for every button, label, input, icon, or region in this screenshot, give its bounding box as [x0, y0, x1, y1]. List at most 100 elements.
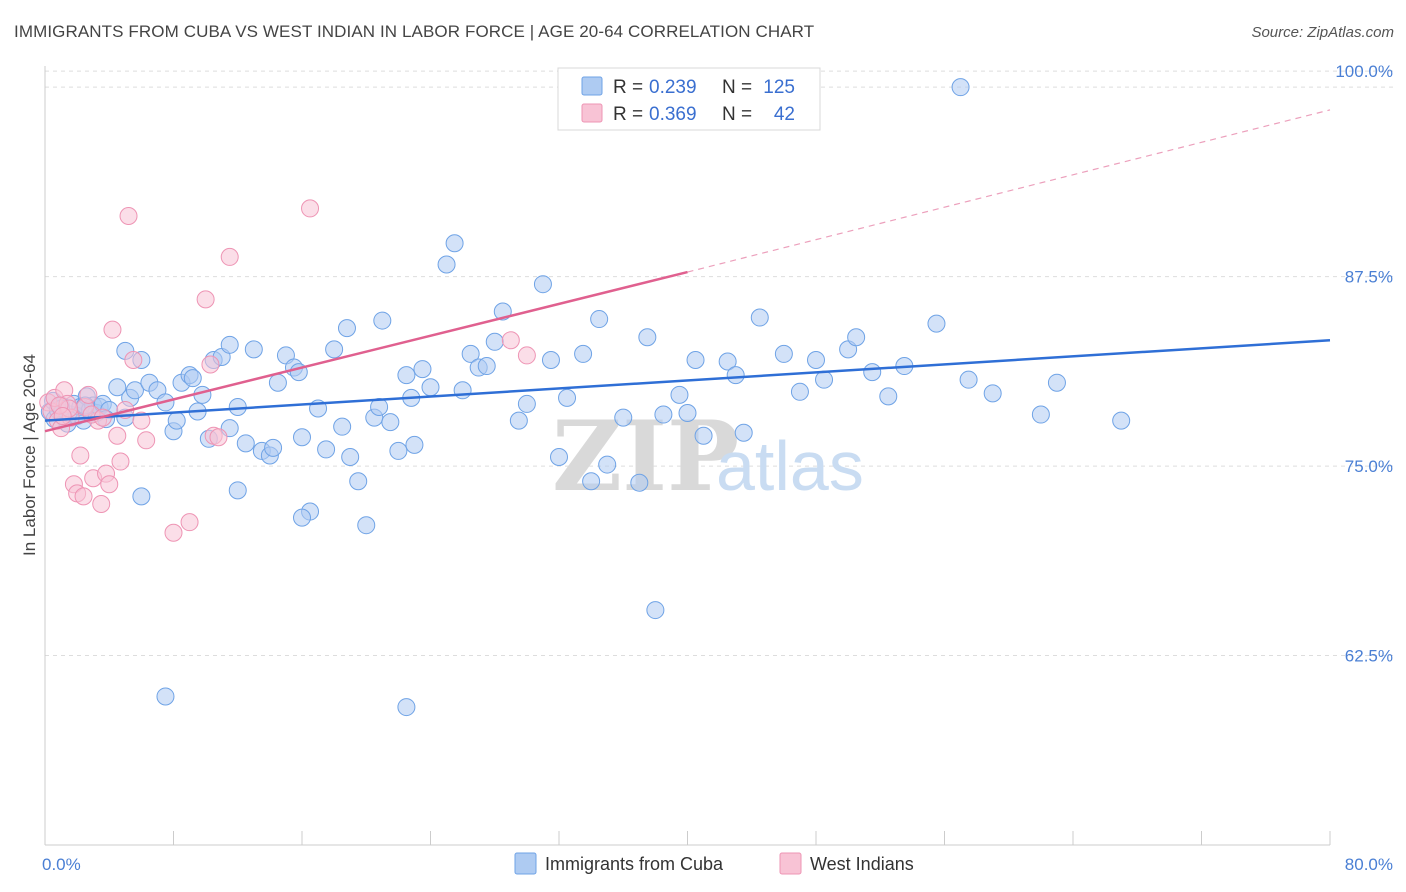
trend-line-west-indians [44, 270, 688, 433]
bottom-legend-swatch-west-indians [779, 852, 802, 875]
point-west-indians-31 [220, 247, 239, 266]
y-tick-labels: 62.5% 75.0% 87.5% 100.0% [1335, 62, 1393, 665]
point-cuba-99 [847, 328, 866, 347]
point-cuba-74 [533, 275, 552, 294]
point-cuba-88 [686, 350, 705, 369]
point-cuba-106 [1031, 405, 1050, 424]
point-west-indians-24 [132, 411, 151, 430]
bottom-legend-label-cuba: Immigrants from Cuba [545, 854, 724, 874]
point-west-indians-23 [124, 350, 143, 369]
data-points [39, 78, 1131, 717]
watermark-zip: ZIP [552, 400, 739, 513]
legend-r-value-west-indians: 0.369 [649, 104, 697, 125]
point-cuba-103 [927, 314, 946, 333]
point-west-indians-17 [100, 475, 119, 494]
point-cuba-58 [381, 413, 400, 432]
point-cuba-84 [646, 601, 665, 620]
trend-lines [44, 109, 1331, 433]
point-cuba-72 [509, 411, 528, 430]
point-west-indians-38 [53, 407, 72, 426]
legend-n-label-west-indians: N = [722, 104, 752, 125]
point-west-indians-10 [71, 446, 90, 465]
point-cuba-123 [370, 397, 389, 416]
point-cuba-19 [108, 378, 127, 397]
point-cuba-121 [167, 411, 186, 430]
point-cuba-105 [983, 384, 1002, 403]
point-cuba-55 [357, 516, 376, 535]
legend-swatch-west-indians [581, 103, 603, 123]
point-cuba-67 [461, 344, 480, 363]
legend-n-value-west-indians: 42 [774, 104, 795, 125]
point-cuba-122 [264, 438, 283, 457]
point-cuba-79 [582, 472, 601, 491]
point-cuba-76 [550, 447, 568, 466]
point-west-indians-19 [108, 426, 127, 445]
point-cuba-115 [630, 473, 649, 492]
point-cuba-112 [228, 481, 247, 500]
point-cuba-50 [325, 340, 344, 359]
point-cuba-93 [750, 308, 769, 327]
point-cuba-101 [879, 387, 898, 406]
bottom-legend: Immigrants from Cuba West Indians [514, 852, 914, 875]
point-cuba-90 [718, 352, 737, 371]
point-cuba-111 [156, 687, 175, 706]
point-cuba-86 [670, 385, 689, 404]
point-cuba-116 [220, 335, 239, 354]
point-cuba-85 [654, 405, 673, 424]
legend: R = 0.239 N = 125 R = 0.369 N = 42 [557, 67, 821, 131]
point-cuba-81 [598, 455, 617, 474]
point-cuba-38 [236, 434, 255, 453]
point-west-indians-40 [209, 428, 228, 447]
trend-line-cuba [44, 339, 1331, 422]
point-cuba-22 [125, 381, 144, 400]
point-cuba-94 [774, 344, 793, 363]
x-tick-label-1: 80.0% [1345, 855, 1393, 874]
chart-title: IMMIGRANTS FROM CUBA VS WEST INDIAN IN L… [14, 22, 815, 41]
point-west-indians-22 [119, 206, 138, 225]
legend-r-label-west-indians: R = [613, 104, 643, 125]
point-cuba-96 [807, 350, 825, 369]
bottom-legend-label-west-indians: West Indians [810, 854, 914, 874]
point-cuba-52 [337, 319, 356, 338]
point-west-indians-15 [92, 494, 111, 513]
chart-source: Source: ZipAtlas.com [1251, 24, 1394, 41]
point-cuba-65 [437, 255, 456, 274]
point-cuba-104 [959, 370, 978, 389]
point-cuba-114 [397, 698, 416, 717]
legend-r-value-cuba: 0.239 [649, 77, 697, 98]
point-west-indians-27 [180, 513, 199, 532]
point-cuba-62 [405, 435, 424, 454]
point-cuba-107 [1047, 373, 1066, 392]
point-cuba-69 [477, 357, 496, 376]
point-cuba-59 [389, 441, 408, 460]
point-west-indians-18 [103, 320, 122, 339]
trend-line-extension-west-indians [687, 109, 1331, 273]
point-west-indians-29 [201, 355, 220, 374]
point-west-indians-28 [196, 290, 215, 309]
point-cuba-124 [453, 381, 472, 400]
point-cuba-113 [293, 508, 311, 527]
point-west-indians-41 [74, 487, 93, 506]
point-west-indians-25 [137, 431, 156, 450]
point-cuba-89 [694, 426, 713, 445]
axes [44, 66, 1331, 846]
legend-r-label-cuba: R = [613, 77, 643, 98]
point-cuba-42 [268, 373, 287, 392]
point-cuba-57 [373, 311, 392, 330]
legend-n-value-cuba: 125 [763, 77, 795, 98]
point-cuba-78 [574, 344, 593, 363]
point-cuba-110 [132, 487, 151, 506]
point-cuba-109 [951, 78, 970, 97]
point-cuba-73 [517, 394, 536, 413]
legend-swatch-cuba [581, 76, 603, 96]
point-cuba-82 [614, 408, 633, 427]
point-west-indians-33 [501, 331, 520, 350]
x-tick-label-0: 0.0% [42, 855, 81, 874]
point-cuba-46 [293, 428, 311, 447]
y-tick-label-0: 62.5% [1345, 647, 1393, 666]
point-cuba-70 [485, 332, 504, 351]
point-west-indians-12 [79, 385, 98, 404]
point-cuba-64 [421, 378, 440, 397]
y-tick-label-3: 100.0% [1335, 62, 1393, 81]
